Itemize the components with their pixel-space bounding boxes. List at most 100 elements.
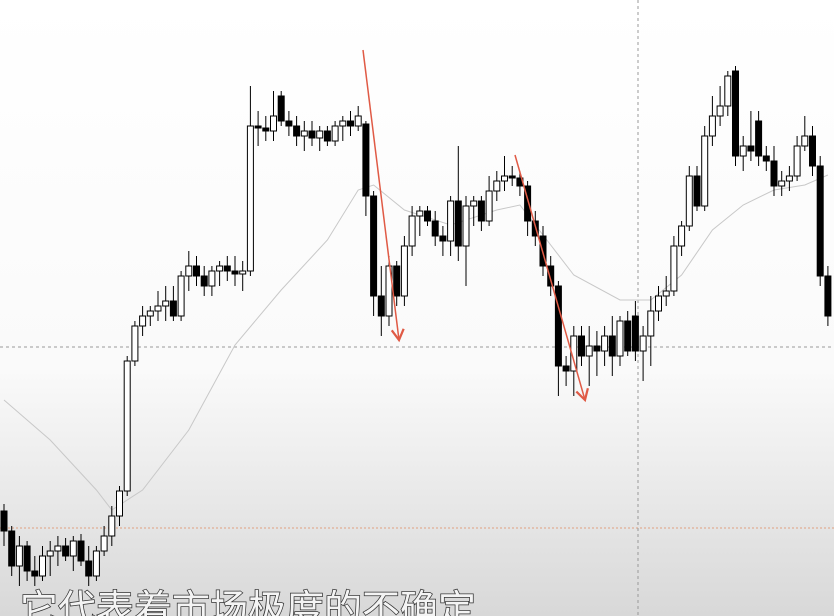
candle-body [23,545,31,572]
candle-body [547,265,555,287]
candle-body [270,115,277,132]
candle-body [277,95,285,122]
candle-body [69,540,77,557]
candle-body [223,265,231,272]
candle-body [254,125,262,129]
candle-body [724,75,732,107]
candle-body [15,545,23,567]
candle-body [570,335,578,372]
candle-body [400,245,408,297]
candle-body [39,555,46,577]
candle-body [585,345,593,357]
candle-body [216,265,224,272]
candle-body [193,265,200,277]
candle-body [377,295,385,317]
candle-body [408,215,416,247]
candle-body [116,490,123,517]
candle-body [685,175,693,227]
candle-body [647,310,655,337]
candle-body [108,515,116,537]
candle-body [285,120,293,127]
candle-body [424,210,431,222]
candle-body [809,135,816,167]
candle-body [670,245,678,292]
candle-body [493,180,501,192]
candle-body [77,540,85,562]
candle-body [593,345,601,352]
candle-body [639,335,647,352]
candle-body [701,135,709,207]
candle-body [85,560,93,577]
candle-body [131,325,139,362]
candle-body [416,210,424,217]
candle-body [323,130,331,142]
candle-body [655,295,662,312]
candle-body [631,315,639,352]
candle-body [146,310,154,317]
candle-body [300,130,308,137]
candle-body [208,270,216,287]
candle-body [662,290,670,297]
plot [0,66,832,586]
arrow [362,49,405,343]
candle-body [462,205,470,247]
candle-body [293,125,301,137]
candle-body [177,275,185,317]
candle-body [693,175,701,207]
candle-body [331,125,339,142]
candle-body [778,180,786,187]
candle-body [770,160,778,187]
candle-body [739,145,747,157]
candle-body [793,145,801,177]
candle-body [554,285,562,367]
candle-body [616,320,624,357]
candle-body [62,545,70,557]
candle-body [308,130,316,139]
candle-body [162,300,170,307]
candle-body [239,270,247,275]
candle-body [354,115,362,127]
arrow [514,154,589,403]
candle-body [716,105,724,117]
candle-body [100,535,108,552]
candle-body [601,335,609,352]
candle-body [732,70,739,157]
candle-body [339,120,347,127]
candle-body [154,305,162,312]
candle-body [385,265,393,317]
candle-body [316,130,324,139]
candle-body [169,300,177,317]
candle-body [200,275,208,287]
candle-body [755,120,763,157]
candle-body [370,195,378,297]
candle-body [578,335,585,357]
candle-body [54,545,62,552]
candle-body [231,270,239,275]
candle-body [262,127,270,132]
candle-body [524,185,532,222]
candle-body [123,360,131,492]
subtitle: 它代表着市场极度的不确定 [20,587,476,616]
candle-body [562,365,570,372]
candle-body [470,200,478,207]
candle-body [454,200,462,247]
candle-body [608,335,616,357]
candle-body [347,120,354,127]
candle-body [0,510,8,532]
candle-body [8,530,16,567]
candle-body [46,550,54,557]
candle-body [393,265,401,297]
candle-body [785,175,793,182]
candle-body [431,220,439,237]
candle-body [624,320,632,352]
candle-body [801,135,809,147]
candle-body [185,265,193,277]
candle-body [824,275,832,317]
candle-body [508,175,516,179]
candle-body [816,165,824,277]
candle-body [439,235,447,242]
candle-body [246,125,254,272]
